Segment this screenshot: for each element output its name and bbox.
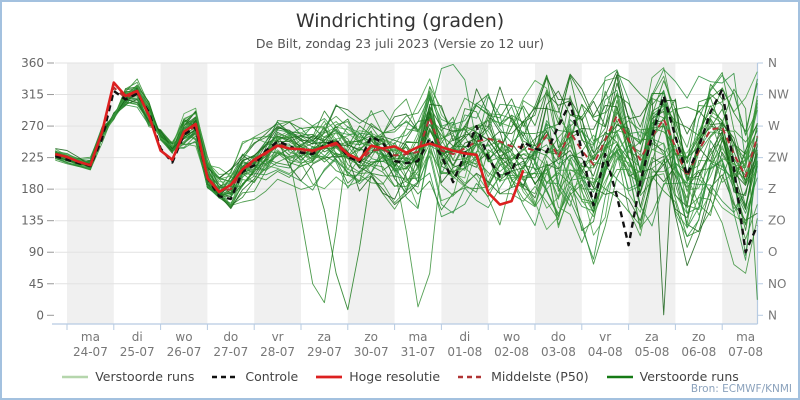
x-axis-day-label: za (645, 330, 659, 344)
compass-label: NW (768, 88, 789, 102)
ensemble-member-line (55, 86, 758, 229)
x-axis-day-label: vr (599, 330, 611, 344)
x-axis-day-label: wo (503, 330, 520, 344)
day-band (441, 63, 489, 324)
ensemble-member-line (55, 86, 758, 208)
x-axis-date-label: 26-07 (167, 345, 202, 359)
chart-subtitle: De Bilt, zondag 23 juli 2023 (Versie zo … (255, 36, 545, 51)
legend: Verstoorde runs Controle Hoge resolutie … (2, 369, 798, 384)
x-axis-day-label: za (318, 330, 332, 344)
legend-item-controle: Controle (211, 369, 298, 384)
x-axis-day-label: ma (408, 330, 427, 344)
x-axis-date-label: 01-08 (447, 345, 482, 359)
page-title: Windrichting (graden) (295, 10, 505, 32)
control-line (54, 88, 759, 254)
day-band (160, 63, 208, 324)
x-axis-date-label: 06-08 (681, 345, 716, 359)
dashed-line-swatch-icon (458, 375, 485, 378)
legend-label: Verstoorde runs (95, 369, 195, 384)
legend-item-verstoorde-runs-dark: Verstoorde runs (606, 369, 739, 384)
x-axis-date-label: 29-07 (307, 345, 342, 359)
x-axis-day-label: vr (272, 330, 284, 344)
x-axis-date-label: 03-08 (541, 345, 576, 359)
compass-label: ZO (768, 214, 786, 228)
day-band (254, 63, 301, 324)
x-axis-day-label: zo (692, 330, 706, 344)
legend-label: Middelste (P50) (491, 369, 589, 384)
compass-label: N (768, 308, 777, 322)
legend-item-middelste-p50: Middelste (P50) (457, 369, 589, 384)
line-swatch-icon (316, 375, 343, 378)
legend-item-verstoorde-runs-light: Verstoorde runs (61, 369, 194, 384)
x-axis-date-label: 24-07 (73, 345, 108, 359)
x-axis-day-label: ma (81, 330, 100, 344)
x-axis-date-label: 27-07 (213, 345, 248, 359)
y-axis-tick-label: 135 (21, 214, 44, 228)
x-axis-date-label: 30-07 (354, 345, 389, 359)
legend-label: Hoge resolutie (349, 369, 441, 384)
y-axis-tick-label: 360 (21, 56, 44, 70)
ensemble-member-line (55, 99, 758, 222)
ensemble-member-line (55, 74, 758, 196)
source-attribution: Bron: ECMWF/KNMI (690, 383, 792, 395)
x-axis-date-label: 05-08 (635, 345, 670, 359)
line-swatch-icon (606, 375, 633, 378)
compass-label: O (768, 245, 777, 259)
compass-label: ZW (768, 151, 788, 165)
y-axis-tick-label: 0 (36, 308, 44, 322)
x-axis-day-label: wo (175, 330, 192, 344)
x-axis-date-label: 04-08 (588, 345, 623, 359)
day-band (67, 63, 114, 324)
day-band (347, 63, 395, 324)
ensemble-member-line (55, 78, 758, 248)
y-axis-tick-label: 90 (29, 245, 44, 259)
y-axis-tick-label: 270 (21, 119, 44, 133)
x-axis-date-label: 31-07 (401, 345, 436, 359)
x-axis-day-label: di (132, 330, 143, 344)
legend-label: Verstoorde runs (639, 369, 739, 384)
legend-label: Controle (245, 369, 299, 384)
x-axis-date-label: 02-08 (494, 345, 529, 359)
compass-label: W (768, 119, 780, 133)
x-axis-day-label: zo (364, 330, 378, 344)
y-axis-tick-label: 225 (21, 151, 44, 165)
compass-label: N (768, 56, 777, 70)
ensemble-member-line (55, 85, 758, 236)
compass-label: NO (768, 277, 786, 291)
x-axis-date-label: 28-07 (260, 345, 295, 359)
hres-line (54, 81, 525, 206)
y-axis-tick-label: 180 (21, 182, 44, 196)
x-axis-day-label: ma (736, 330, 755, 344)
line-swatch-icon (62, 375, 89, 378)
x-axis-date-label: 07-08 (728, 345, 763, 359)
y-axis-tick-label: 45 (29, 277, 44, 291)
x-axis-date-label: 25-07 (120, 345, 155, 359)
x-axis-day-label: di (459, 330, 470, 344)
x-axis-day-label: do (223, 330, 238, 344)
dashed-line-swatch-icon (212, 375, 239, 378)
x-axis-day-label: do (551, 330, 566, 344)
compass-label: Z (768, 182, 776, 196)
legend-item-hoge-resolutie: Hoge resolutie (315, 369, 440, 384)
y-axis-tick-label: 315 (21, 88, 44, 102)
